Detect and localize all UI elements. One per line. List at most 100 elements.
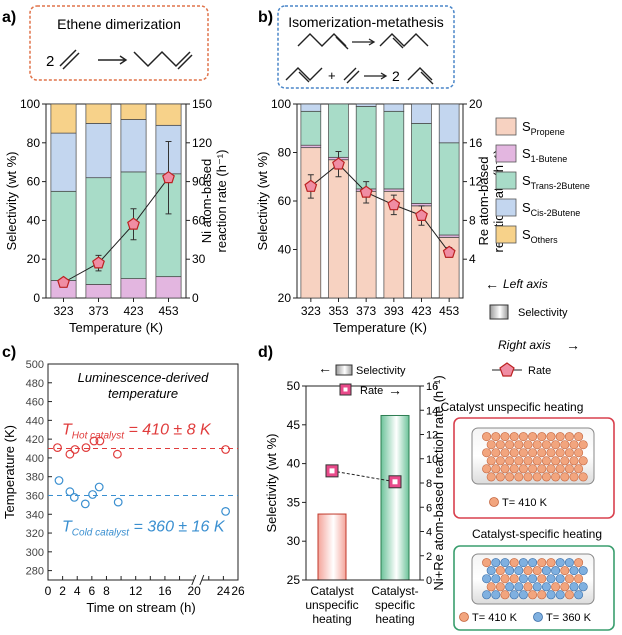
unspecific-particle-27 [528, 448, 538, 458]
ytick-label-b-60: 60 [278, 194, 292, 208]
specific-particle-11 [486, 566, 496, 576]
specific-particle-5 [528, 558, 538, 568]
unspecific-particle-4 [518, 432, 528, 442]
y2tick-label-d-6: 6 [426, 502, 432, 514]
reactor-specific-title: Catalyst-specific heating [472, 527, 602, 541]
y2tick-label-a-30: 30 [192, 252, 206, 266]
rate-marker-b-353 [332, 157, 345, 170]
xtick-label-d-0: Catalyst unspecific heating [305, 584, 358, 626]
specific-particle-50 [537, 590, 547, 600]
y2tick-label-a-120: 120 [192, 136, 212, 150]
specific-particle-40 [551, 582, 561, 592]
specific-particle-10 [574, 558, 584, 568]
specific-particle-47 [509, 590, 519, 600]
metathesis-arrow [364, 72, 388, 80]
specific-particle-51 [546, 590, 556, 600]
bar-a-others-373 [85, 103, 112, 124]
bar-b-cis2-373 [355, 103, 377, 107]
reaction-coeff-a: 2 [46, 53, 54, 70]
legend-selectivity-rate: SPropene S1-Butene STrans-2Butene SCis-2But… [485, 117, 590, 377]
ytick-label-c-300: 300 [26, 547, 44, 559]
bar-a-others-423 [120, 103, 147, 120]
unspecific-particle-58 [514, 472, 524, 482]
reaction-box-a: Ethene dimerization 2 [29, 5, 209, 81]
legend-swatch-butene1 [495, 144, 517, 163]
legend-d-arrow-right: → [388, 382, 402, 398]
unspecific-particle-48 [518, 464, 528, 474]
bar-a-trans2-323 [50, 190, 77, 281]
specific-particle-19 [560, 566, 570, 576]
specific-particle-53 [564, 590, 574, 600]
specific-particle-4 [518, 558, 528, 568]
specific-particle-2 [500, 558, 510, 568]
2-butene-molecule-b [285, 67, 323, 83]
unspecific-particle-47 [509, 464, 519, 474]
legend-swatch-propene [495, 117, 517, 136]
xtick-label-c-24: 24 [217, 584, 231, 598]
ethene-molecule [59, 49, 80, 70]
legend-selectivity-label: Selectivity [518, 307, 568, 319]
specific-particle-37 [523, 582, 533, 592]
reactor-unspecific-legend: T= 410 K [502, 497, 548, 509]
point-cold-7 [221, 507, 231, 516]
specific-particle-48 [518, 590, 528, 600]
unspecific-particle-22 [482, 448, 492, 458]
ytick-label-c-500: 500 [26, 359, 44, 371]
specific-particle-32 [574, 574, 584, 584]
unspecific-particle-36 [514, 456, 524, 466]
ylabel-d: Selectivity (wt %) [264, 434, 279, 533]
unspecific-particle-51 [546, 464, 556, 474]
bar-b-cis2-453 [438, 103, 460, 144]
y2tick-label-d-4: 4 [426, 527, 432, 539]
legend-d-rate-label: Rate [360, 385, 383, 397]
reaction-arrow-a [98, 55, 128, 65]
specific-particle-7 [546, 558, 556, 568]
propene-molecule [407, 67, 434, 85]
bar-b-trans2-423 [411, 123, 432, 204]
bar-a-butene1-373 [85, 284, 112, 299]
rate-marker-b-423 [415, 208, 428, 221]
plot-frame-c [47, 363, 239, 581]
unspecific-particle-61 [541, 472, 551, 482]
panel-label-c: c) [2, 344, 16, 361]
ytick-label-c-340: 340 [26, 509, 44, 521]
rate-line-d [331, 470, 396, 483]
xtick-label-c-12: 12 [129, 584, 143, 598]
series-label-cold: TCold catalyst = 360 ± 16 K [62, 518, 226, 538]
rate-marker-b-373 [359, 185, 373, 198]
ytick-label-d-45: 45 [287, 418, 301, 432]
selectivity-bar-1 [380, 414, 410, 581]
specific-particle-18 [551, 566, 561, 576]
ytick-label-b-100: 100 [271, 97, 291, 111]
bar-a-cis2-423 [120, 119, 147, 173]
unspecific-particle-1 [491, 432, 501, 442]
point-hot-1 [65, 449, 75, 459]
ytick-label-a-0: 0 [33, 291, 40, 305]
bar-b-trans2-373 [355, 106, 377, 190]
y2tick-label-b-12: 12 [469, 175, 483, 189]
y2tick-label-d-2: 2 [426, 551, 432, 563]
bar-b-propene-373 [355, 190, 377, 299]
point-hot-6 [112, 449, 122, 459]
unspecific-particle-25 [509, 448, 519, 458]
xtick-label-a-323: 323 [53, 304, 73, 318]
unspecific-particle-9 [564, 432, 574, 442]
y2tick-label-d-12: 12 [426, 430, 438, 442]
unspecific-particle-40 [551, 456, 561, 466]
legend-hot-particle [489, 497, 499, 507]
bar-b-cis2-423 [411, 103, 432, 124]
unspecific-particle-49 [528, 464, 538, 474]
unspecific-particle-64 [569, 472, 579, 482]
unspecific-particle-11 [486, 440, 496, 450]
bar-b-cis2-393 [383, 103, 405, 112]
plot-frame-a [45, 103, 187, 299]
point-cold-5 [94, 482, 104, 492]
ylabel-c: Temperature (K) [2, 425, 17, 519]
unspecific-particle-2 [500, 432, 510, 442]
bar-b-butene1-393 [383, 188, 405, 192]
specific-particle-31 [564, 574, 574, 584]
unspecific-particle-14 [514, 440, 524, 450]
xtick-label-a-423: 423 [123, 304, 143, 318]
y2tick-label-b-16: 16 [469, 136, 483, 150]
